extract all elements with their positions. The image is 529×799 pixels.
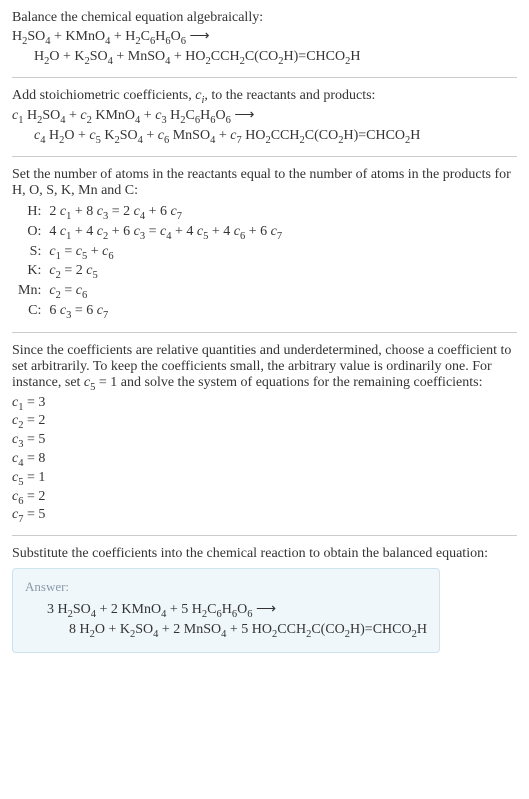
atom-equations-table: H:2 c1 + 8 c3 = 2 c4 + 6 c7O:4 c1 + 4 c2… (16, 203, 288, 322)
atom-equation: c1 = c5 + c6 (47, 243, 288, 263)
coefficient-list: c1 = 3c2 = 2c3 = 5c4 = 8c5 = 1c6 = 2c7 =… (12, 395, 517, 526)
coefficient-item: c4 = 8 (12, 451, 517, 469)
separator (12, 77, 517, 78)
answer-label: Answer: (25, 579, 427, 595)
atom-label: H: (16, 203, 47, 223)
atom-equation: 4 c1 + 4 c2 + 6 c3 = c4 + 4 c5 + 4 c6 + … (47, 223, 288, 243)
atom-label: S: (16, 243, 47, 263)
table-row: H:2 c1 + 8 c3 = 2 c4 + 6 c7 (16, 203, 288, 223)
table-row: K:c2 = 2 c5 (16, 262, 288, 282)
atoms-section: Set the number of atoms in the reactants… (12, 167, 517, 322)
coefficient-item: c2 = 2 (12, 413, 517, 431)
equation-1-left: H2SO4 + KMnO4 + H2C6H6O6 ⟶ (12, 28, 517, 47)
stoich-text: Add stoichiometric coefficients, ci, to … (12, 88, 517, 106)
separator (12, 535, 517, 536)
separator (12, 156, 517, 157)
atom-equation: c2 = 2 c5 (47, 262, 288, 282)
atom-label: Mn: (16, 282, 47, 302)
table-row: C:6 c3 = 6 c7 (16, 302, 288, 322)
balance-intro: Balance the chemical equation algebraica… (12, 10, 517, 67)
balance-text: Balance the chemical equation algebraica… (12, 10, 517, 26)
final-text: Substitute the coefficients into the che… (12, 546, 517, 562)
atoms-text: Set the number of atoms in the reactants… (12, 167, 517, 199)
atom-tbody: H:2 c1 + 8 c3 = 2 c4 + 6 c7O:4 c1 + 4 c2… (16, 203, 288, 322)
atom-equation: c2 = c6 (47, 282, 288, 302)
coefficient-item: c3 = 5 (12, 432, 517, 450)
atom-label: O: (16, 223, 47, 243)
answer-eq-left: 3 H2SO4 + 2 KMnO4 + 5 H2C6H6O6 ⟶ (25, 601, 427, 620)
answer-box: Answer: 3 H2SO4 + 2 KMnO4 + 5 H2C6H6O6 ⟶… (12, 568, 440, 653)
answer-equation: 3 H2SO4 + 2 KMnO4 + 5 H2C6H6O6 ⟶ 8 H2O +… (25, 601, 427, 640)
coefficient-item: c5 = 1 (12, 470, 517, 488)
coefficient-item: c1 = 3 (12, 395, 517, 413)
solve-text: Since the coefficients are relative quan… (12, 343, 517, 393)
table-row: S:c1 = c5 + c6 (16, 243, 288, 263)
coefficient-item: c6 = 2 (12, 489, 517, 507)
table-row: Mn:c2 = c6 (16, 282, 288, 302)
stoich-section: Add stoichiometric coefficients, ci, to … (12, 88, 517, 146)
atom-label: K: (16, 262, 47, 282)
solve-section: Since the coefficients are relative quan… (12, 343, 517, 525)
separator (12, 332, 517, 333)
atom-equation: 2 c1 + 8 c3 = 2 c4 + 6 c7 (47, 203, 288, 223)
stoich-eq-left: c1 H2SO4 + c2 KMnO4 + c3 H2C6H6O6 ⟶ (12, 107, 517, 126)
answer-eq-right: 8 H2O + K2SO4 + 2 MnSO4 + 5 HO2CCH2C(CO2… (25, 622, 427, 640)
coefficient-item: c7 = 5 (12, 507, 517, 525)
final-section: Substitute the coefficients into the che… (12, 546, 517, 653)
atom-label: C: (16, 302, 47, 322)
atom-equation: 6 c3 = 6 c7 (47, 302, 288, 322)
stoich-eq-right: c4 H2O + c5 K2SO4 + c6 MnSO4 + c7 HO2CCH… (12, 128, 517, 146)
equation-1-right: H2O + K2SO4 + MnSO4 + HO2CCH2C(CO2H)=CHC… (12, 49, 517, 67)
table-row: O:4 c1 + 4 c2 + 6 c3 = c4 + 4 c5 + 4 c6 … (16, 223, 288, 243)
